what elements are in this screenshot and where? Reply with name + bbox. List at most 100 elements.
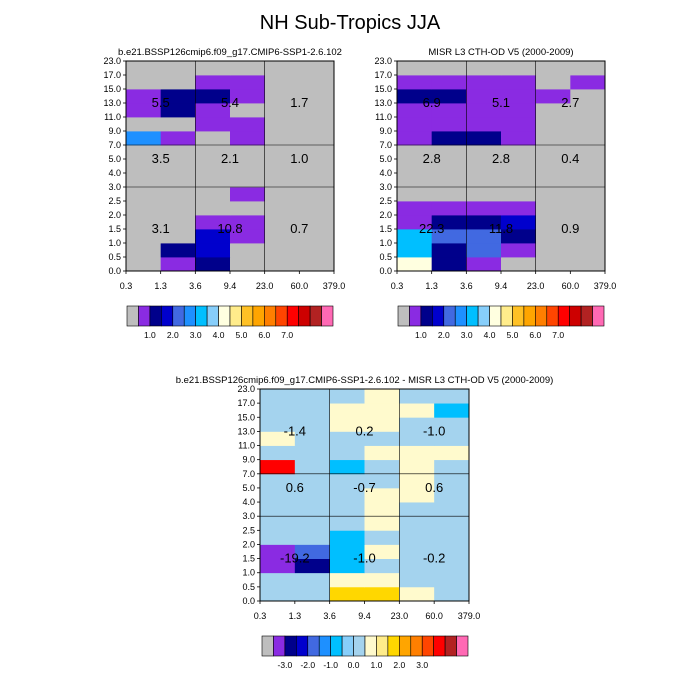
y-tick-label: 3.0 [242,511,255,521]
colorbar-swatch [523,305,536,327]
heatmap-cell [434,586,470,602]
heatmap-cell [329,403,365,418]
colorbar-swatch [161,305,174,327]
heatmap-cell [160,145,196,160]
y-tick-label: 1.5 [242,554,255,564]
y-tick-label: 0.5 [242,582,255,592]
heatmap-cell [501,173,537,188]
colorbar-swatch [512,305,525,327]
heatmap-cell [260,572,296,588]
heatmap-panel-3: b.e21.BSSP126cmip6.f09_g17.CMIP6-SSP1-2.… [176,375,554,670]
heatmap-cell [160,117,196,132]
colorbar-swatch [399,635,412,657]
colorbar-swatch [284,635,297,657]
heatmap-cell [399,544,435,559]
colorbar-swatch [397,305,410,327]
heatmap-cell [535,103,571,118]
heatmap-cell [431,187,467,202]
colorbar-swatch [341,635,354,657]
colorbar-swatch [172,305,185,327]
colorbar-swatch [580,305,593,327]
y-tick-label: 2.0 [108,210,121,220]
heatmap-cell [126,215,162,230]
heatmap-cell [466,159,502,174]
heatmap-cell [434,502,470,517]
heatmap-cell [264,89,300,104]
heatmap-cell [230,201,266,216]
heatmap-cell [260,473,296,489]
colorbar-swatch [477,305,490,327]
colorbar: 1.0 2.0 3.0 4.0 5.0 6.0 7.0 [126,305,334,340]
x-tick-label: 23.0 [527,281,545,291]
colorbar-label: 4.0 [213,330,225,340]
heatmap-cell [364,459,400,475]
heatmap-cell [329,459,365,475]
heatmap-cell [434,445,470,461]
heatmap-cell [160,201,196,216]
heatmap-panel-1: b.e21.BSSP126cmip6.f09_g17.CMIP6-SSP1-2.… [103,47,345,340]
heatmap-cell [230,89,266,104]
heatmap-cell [264,215,300,230]
heatmap-cell [299,61,335,76]
heatmap-cell [299,257,335,272]
heatmap-cell [434,572,470,588]
heatmap-cell [535,229,571,244]
heatmap-cell [535,159,571,174]
heatmap-cell [294,516,331,531]
heatmap-cell [195,117,231,132]
heatmap-cell [126,229,162,244]
colorbar-swatch [298,305,311,327]
heatmap-cell [195,215,231,230]
region-mean-label: 0.4 [561,151,579,166]
heatmap-cell [299,117,335,132]
colorbar-swatch [535,305,548,327]
heatmap-cell [126,131,162,146]
colorbar-swatch [229,305,242,327]
colorbar-label: 3.0 [416,660,428,670]
heatmap-cell [160,131,196,146]
heatmap-cell [570,187,606,202]
heatmap-cell [397,75,433,90]
y-tick-label: 0.5 [379,252,392,262]
heatmap-cell [126,159,162,174]
heatmap-cell [160,243,196,258]
colorbar-swatch [433,635,446,657]
colorbar-swatch [264,305,277,327]
colorbar-swatch [592,305,605,327]
heatmap-cell [397,215,433,230]
y-tick-label: 2.0 [379,210,392,220]
y-tick-label: 1.0 [108,238,121,248]
heatmap-cell [570,61,606,76]
heatmap-cell [260,544,296,559]
colorbar-swatch [409,305,422,327]
heatmap-cell [501,75,537,90]
heatmap-cell [294,459,331,475]
heatmap-cell [299,145,335,160]
y-tick-label: 2.0 [242,539,255,549]
colorbar-swatch [218,305,231,327]
y-tick-label: 1.5 [379,224,392,234]
heatmap-cell [570,215,606,230]
heatmap-cell [195,145,231,160]
panel-title: b.e21.BSSP126cmip6.f09_g17.CMIP6-SSP1-2.… [118,47,342,58]
heatmap-cell [399,487,435,503]
heatmap-cell [570,75,606,90]
region-mean-label: 3.1 [152,221,170,236]
colorbar-label: 2.0 [167,330,179,340]
heatmap-cell [399,403,435,418]
colorbar-label: -2.0 [300,660,315,670]
heatmap-cell [501,61,537,76]
y-tick-label: 1.5 [108,224,121,234]
y-tick-label: 13.0 [237,426,255,436]
heatmap-cell [431,117,467,132]
heatmap-cell [466,243,502,258]
heatmap-cell [570,159,606,174]
heatmap-cell [264,243,300,258]
chart-panels: b.e21.BSSP126cmip6.f09_g17.CMIP6-SSP1-2.… [103,47,616,670]
colorbar-label: 6.0 [529,330,541,340]
heatmap-cell [399,572,435,588]
heatmap-cell [126,89,162,104]
heatmap-cell [195,229,231,244]
heatmap-cell [230,145,266,160]
y-tick-label: 5.0 [379,154,392,164]
